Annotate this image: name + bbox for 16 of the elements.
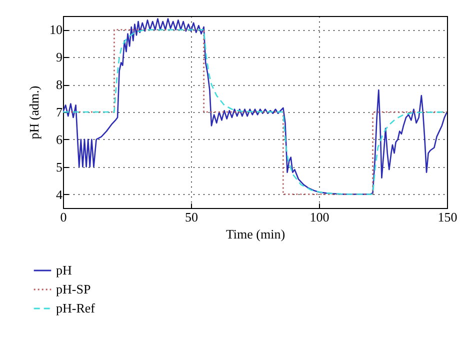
y-tick-label: 5 bbox=[56, 159, 62, 174]
y-tick-label: 10 bbox=[50, 22, 62, 38]
y-tick-label: 4 bbox=[56, 186, 63, 202]
legend-label: pH-SP bbox=[56, 282, 91, 296]
y-tick-label: 9 bbox=[56, 50, 62, 65]
y-tick-label: 7 bbox=[56, 104, 63, 120]
x-axis-title: Time (min) bbox=[226, 226, 286, 242]
x-tick-label: 150 bbox=[438, 210, 458, 224]
x-tick-label: 0 bbox=[60, 210, 67, 224]
y-tick-label: 8 bbox=[56, 77, 62, 92]
x-tick-label: 100 bbox=[310, 210, 330, 224]
y-tick-label: 6 bbox=[56, 132, 63, 147]
legend-label: pH bbox=[56, 262, 72, 278]
y-axis-title: pH (adm.) bbox=[26, 86, 42, 140]
x-tick-label: 50 bbox=[185, 210, 198, 224]
legend-label: pH-Ref bbox=[56, 300, 96, 316]
